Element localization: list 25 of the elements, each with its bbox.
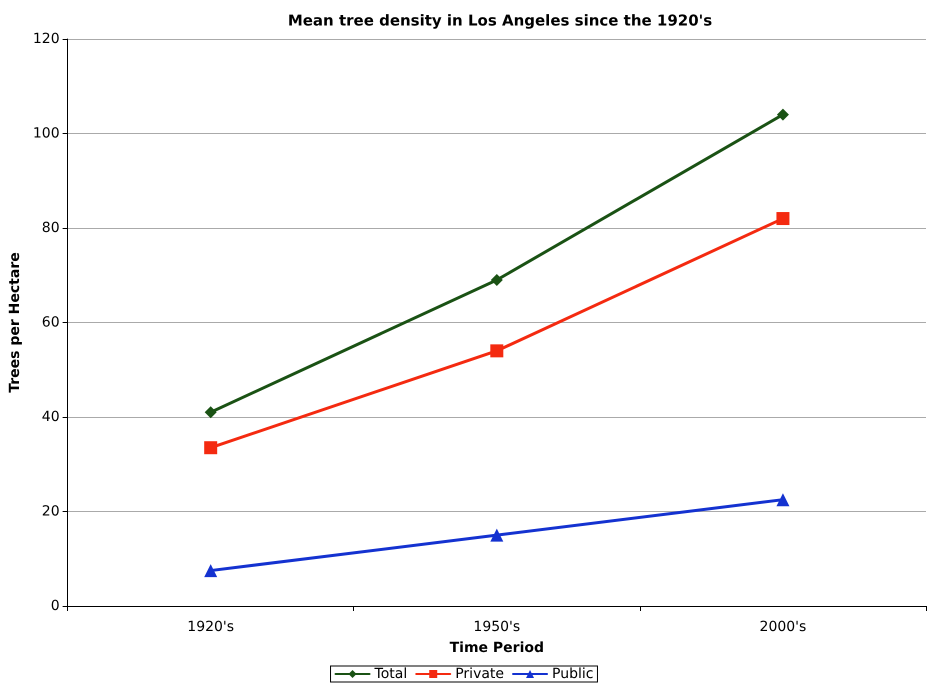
x-axis-title: Time Period [450,640,544,656]
point [204,406,217,418]
y-tick-label: 80 [42,220,60,236]
y-tick-label: 20 [42,504,60,520]
legend-label: Total [374,666,408,682]
x-tick-label: 1950's [473,619,520,635]
point [490,344,504,358]
point [776,493,790,506]
y-axis-title: Trees per Hectare [7,252,23,393]
point [776,108,789,121]
y-tick-label: 120 [32,31,60,47]
y-tick-label: 100 [32,126,60,142]
point [204,564,218,578]
point [490,274,503,286]
point [776,212,790,226]
x-tick-label: 1920's [187,619,234,635]
legend-label: Public [552,666,594,682]
x-tick-label: 2000's [760,619,806,635]
chart-title: Mean tree density in Los Angeles since the 1920's [288,12,712,30]
legend-label: Private [455,666,504,682]
point [204,441,218,454]
y-tick-label: 60 [42,314,60,330]
y-tick-label: 40 [42,409,60,425]
point [490,528,504,542]
y-tick-label: 0 [50,598,60,614]
